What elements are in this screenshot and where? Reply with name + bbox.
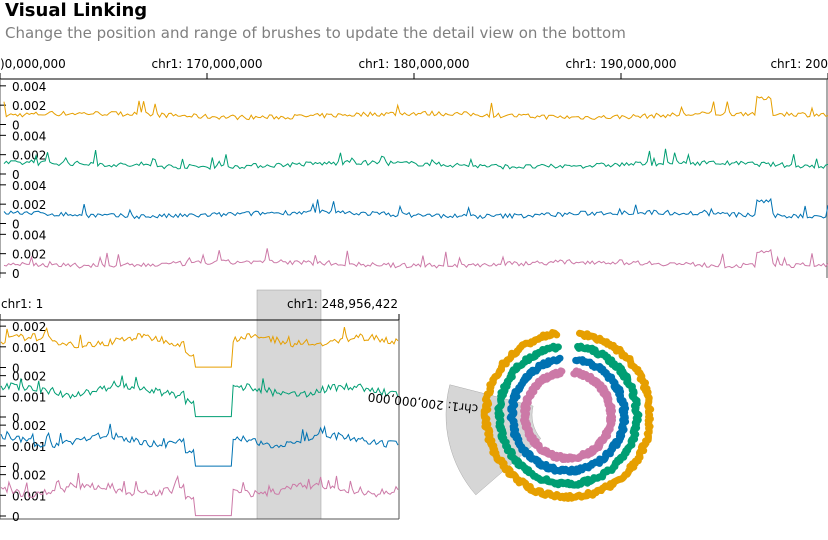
top-y-tick-label: 0.002 [12, 149, 46, 163]
top-y-tick-label: 0.002 [12, 248, 46, 262]
bottom-y-tick-label: 0 [12, 362, 20, 376]
top-series-line [3, 197, 828, 220]
bottom-y-tick-label: 0.001 [12, 341, 46, 355]
bottom-y-tick-label: 0.002 [12, 469, 46, 483]
page-title: Visual Linking [5, 0, 148, 21]
top-series-line [3, 95, 828, 121]
bottom-y-tick-label: 0 [12, 411, 20, 425]
top-x-tick-label: chr1: 190,000,000 [566, 57, 677, 71]
top-detail-view[interactable]: )0,000,000 chr1: 170,000,000 chr1: 180,000… [0, 57, 828, 281]
bottom-x-tick-label: chr1: 248,956,422 [287, 297, 398, 311]
circular-series-ring [480, 329, 655, 502]
top-series-line [3, 148, 828, 170]
top-x-tick-label: chr1: 200 [770, 57, 828, 71]
bottom-y-tick-label: 0.002 [12, 320, 46, 334]
bottom-series-line [0, 375, 399, 418]
bottom-overview-view[interactable]: chr1: 1 chr1: 248,956,422 00.0010.00200.0… [0, 289, 400, 524]
bottom-series-line [0, 423, 399, 467]
circular-series-ring [506, 354, 630, 476]
top-y-tick-label: 0.004 [12, 179, 46, 193]
overview-brush[interactable] [256, 289, 322, 520]
top-y-tick-label: 0 [12, 218, 20, 232]
bottom-y-tick-label: 0 [12, 461, 20, 475]
bottom-y-tick-label: 0.002 [12, 370, 46, 384]
bottom-x-tick-label: chr1: 1 [1, 297, 43, 311]
top-tracks: 00.0020.00400.0020.00400.0020.00400.0020… [0, 80, 828, 281]
top-y-tick-label: 0 [12, 267, 20, 281]
circular-series-ring [494, 342, 643, 489]
circular-series-ring [520, 367, 617, 463]
page-subtitle: Change the position and range of brushes… [5, 24, 626, 42]
bottom-x-ticks: chr1: 1 chr1: 248,956,422 [0, 297, 400, 320]
top-y-tick-label: 0.004 [12, 228, 46, 242]
circular-overview-view[interactable]: chr1: 200,000,000 [367, 329, 655, 502]
top-y-tick-label: 0.002 [12, 99, 46, 113]
bottom-series-line [0, 473, 399, 517]
top-x-tick-label: )0,000,000 [0, 57, 66, 71]
top-y-tick-label: 0.004 [12, 80, 46, 94]
top-series-line [3, 248, 828, 269]
bottom-y-tick-label: 0.001 [12, 440, 46, 454]
top-x-tick-label: chr1: 180,000,000 [359, 57, 470, 71]
circular-rings [480, 329, 655, 502]
bottom-y-tick-label: 0 [12, 510, 20, 524]
top-y-tick-label: 0.002 [12, 198, 46, 212]
top-y-tick-label: 0 [12, 119, 20, 133]
bottom-series-line [0, 326, 399, 368]
top-x-tick-label: chr1: 170,000,000 [152, 57, 263, 71]
bottom-tracks: 00.0010.00200.0010.00200.0010.00200.0010… [0, 320, 399, 524]
bottom-y-tick-label: 0.002 [12, 419, 46, 433]
top-x-ticks: )0,000,000 chr1: 170,000,000 chr1: 180,000… [0, 57, 828, 79]
top-y-tick-label: 0 [12, 168, 20, 182]
top-y-tick-label: 0.004 [12, 129, 46, 143]
bottom-y-tick-label: 0.001 [12, 390, 46, 404]
